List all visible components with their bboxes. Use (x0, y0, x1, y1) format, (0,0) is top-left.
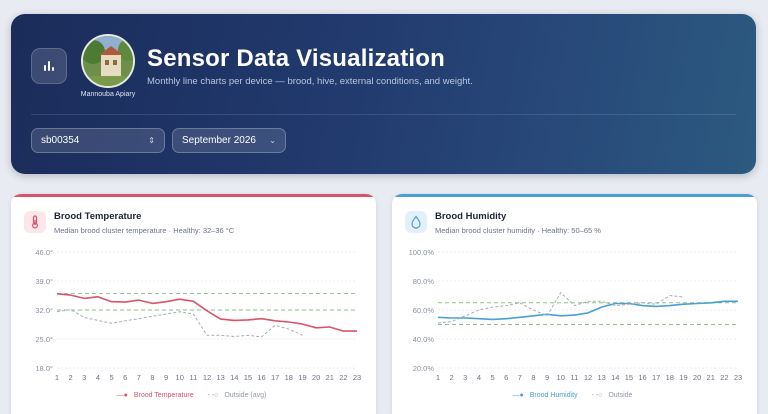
x-tick-label: 3 (463, 373, 467, 382)
x-tick-label: 21 (326, 373, 334, 382)
x-tick-label: 18 (285, 373, 293, 382)
x-tick-label: 18 (666, 373, 674, 382)
x-tick-label: 12 (584, 373, 592, 382)
x-tick-label: 3 (82, 373, 86, 382)
y-tick-label: 100.0% (409, 248, 435, 257)
legend-item-outside[interactable]: - -○ Outside (591, 392, 633, 399)
month-select-value: September 2026 (182, 135, 256, 146)
x-tick-label: 9 (545, 373, 549, 382)
x-tick-label: 8 (150, 373, 154, 382)
x-tick-label: 15 (625, 373, 633, 382)
card-subtitle: Median brood cluster humidity · Healthy:… (435, 226, 601, 235)
x-tick-label: 17 (652, 373, 660, 382)
card-subtitle: Median brood cluster temperature · Healt… (54, 226, 235, 235)
x-tick-label: 22 (339, 373, 347, 382)
card-accent-bar (392, 194, 757, 197)
y-tick-label: 18.0° (35, 364, 53, 373)
x-tick-label: 4 (477, 373, 481, 382)
avatar[interactable] (81, 34, 135, 88)
x-tick-label: 13 (597, 373, 605, 382)
avatar-caption: Mannouba Apiary (80, 91, 136, 98)
series-line-main (56, 293, 357, 332)
x-tick-label: 9 (164, 373, 168, 382)
x-tick-label: 7 (137, 373, 141, 382)
x-tick-label: 8 (531, 373, 535, 382)
x-tick-label: 14 (611, 373, 619, 382)
brood-humidity-chart[interactable]: 100.0%80.0%60.0%40.0%20.0%1 2 3 4 5 6 7 8 9 10 11 1… (392, 242, 757, 384)
x-tick-label: 4 (96, 373, 100, 382)
card-title: Brood Humidity (435, 211, 507, 222)
x-tick-label: 6 (504, 373, 508, 382)
thermometer-icon (24, 211, 46, 233)
card-title: Brood Temperature (54, 211, 142, 222)
x-tick-label: 10 (176, 373, 184, 382)
device-select-value: sb00354 (41, 135, 80, 146)
x-tick-label: 11 (570, 373, 578, 382)
brood-temperature-card: Brood Temperature Median brood cluster t… (11, 194, 376, 414)
page-subtitle: Monthly line charts per device — brood, … (147, 76, 473, 87)
y-tick-label: 80.0% (413, 277, 435, 286)
x-tick-label: 16 (638, 373, 646, 382)
x-tick-label: 19 (679, 373, 687, 382)
x-tick-label: 7 (518, 373, 522, 382)
y-tick-label: 46.0° (35, 248, 53, 257)
x-tick-label: 14 (230, 373, 238, 382)
x-tick-label: 16 (257, 373, 265, 382)
x-tick-label: 11 (189, 373, 197, 382)
x-tick-label: 23 (734, 373, 742, 382)
series-line-outside (56, 309, 303, 338)
y-tick-label: 39.0° (35, 277, 53, 286)
y-tick-label: 60.0% (413, 306, 435, 315)
brood-temperature-chart[interactable]: 46.0°39.0°32.0°25.0°18.0°1 2 3 4 5 6 7 8 9 10 11 12… (11, 242, 376, 384)
header-divider (31, 114, 736, 115)
y-tick-label: 20.0% (413, 364, 435, 373)
x-tick-label: 13 (216, 373, 224, 382)
y-tick-label: 32.0° (35, 306, 53, 315)
chevron-down-icon: ⌄ (269, 136, 276, 145)
brood-humidity-card: Brood Humidity Median brood cluster humi… (392, 194, 757, 414)
x-tick-label: 5 (109, 373, 113, 382)
x-tick-label: 2 (69, 373, 73, 382)
x-tick-label: 17 (271, 373, 279, 382)
droplet-icon (405, 211, 427, 233)
card-accent-bar (11, 194, 376, 197)
legend-item-main[interactable]: —● Brood Humidity (512, 392, 578, 399)
bar-chart-icon (31, 48, 67, 84)
up-down-chevron-icon: ⇕ (148, 136, 155, 145)
x-tick-label: 22 (720, 373, 728, 382)
series-line-main (437, 300, 738, 321)
device-select[interactable]: sb00354 ⇕ (31, 128, 165, 153)
x-tick-label: 15 (244, 373, 252, 382)
x-tick-label: 20 (312, 373, 320, 382)
page-title: Sensor Data Visualization (147, 45, 445, 72)
legend-item-main[interactable]: —● Brood Temperature (116, 392, 194, 399)
x-tick-label: 5 (490, 373, 494, 382)
x-tick-label: 1 (436, 373, 440, 382)
y-tick-label: 25.0° (35, 335, 53, 344)
x-tick-label: 2 (450, 373, 454, 382)
header-banner: Mannouba Apiary Sensor Data Visualizatio… (11, 14, 756, 174)
legend-item-outside[interactable]: - -○ Outside (avg) (207, 392, 267, 399)
chart-legend: —● Brood Temperature - -○ Outside (avg) (11, 392, 376, 399)
x-tick-label: 10 (557, 373, 565, 382)
x-tick-label: 12 (203, 373, 211, 382)
x-tick-label: 21 (707, 373, 715, 382)
x-tick-label: 20 (693, 373, 701, 382)
series-line-outside (437, 292, 684, 324)
y-tick-label: 40.0% (413, 335, 435, 344)
x-tick-label: 1 (55, 373, 59, 382)
x-tick-label: 6 (123, 373, 127, 382)
x-tick-label: 23 (353, 373, 361, 382)
x-tick-label: 19 (298, 373, 306, 382)
chart-legend: —● Brood Humidity - -○ Outside (392, 392, 757, 399)
month-select[interactable]: September 2026 ⌄ (172, 128, 286, 153)
